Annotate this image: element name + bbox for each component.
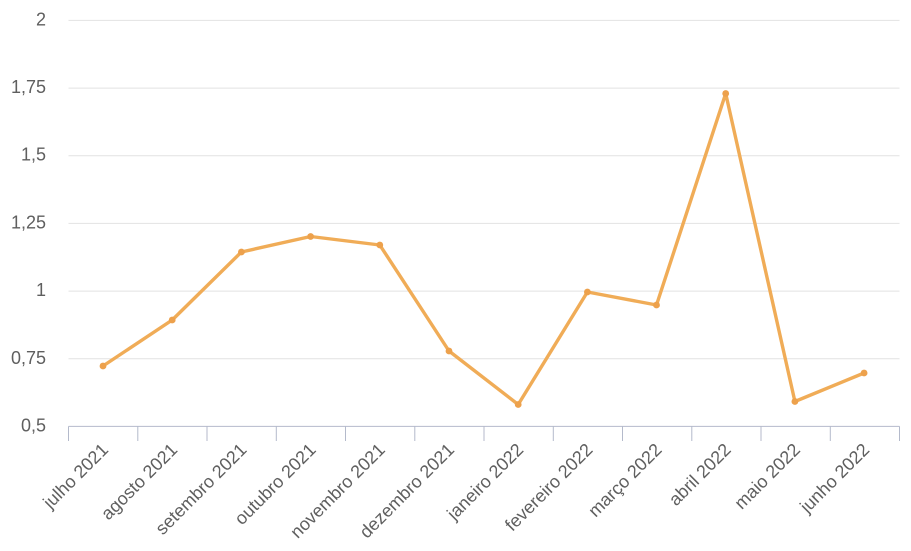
svg-text:0,75: 0,75 (11, 348, 46, 368)
svg-text:0,5: 0,5 (21, 415, 46, 435)
svg-text:1: 1 (36, 280, 46, 300)
svg-text:1,5: 1,5 (21, 145, 46, 165)
svg-text:2: 2 (36, 9, 46, 29)
svg-text:1,75: 1,75 (11, 77, 46, 97)
svg-text:1,25: 1,25 (11, 212, 46, 232)
